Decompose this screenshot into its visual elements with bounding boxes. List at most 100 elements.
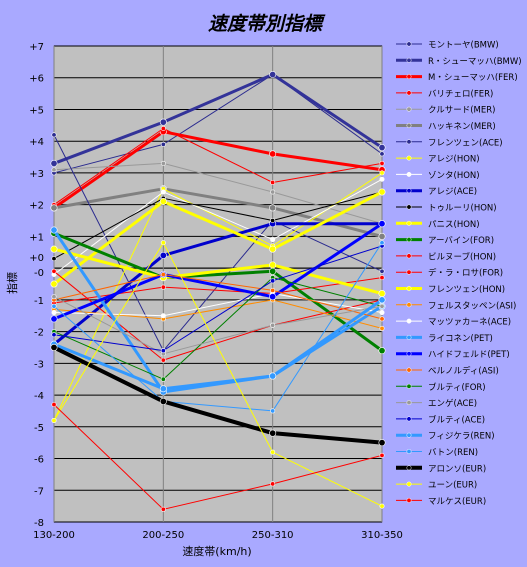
legend-marker [406, 334, 412, 340]
data-point [160, 376, 166, 382]
data-point [379, 303, 385, 309]
y-tick-label: +3 [29, 169, 44, 180]
legend-marker [406, 465, 412, 471]
series-line [53, 273, 383, 320]
data-point [269, 429, 277, 437]
x-tick-label: 250-310 [252, 530, 294, 541]
series-1 [50, 71, 386, 167]
legend-label: バトン(REN) [428, 448, 478, 458]
data-point [270, 408, 276, 414]
legend-marker [406, 237, 412, 243]
data-point [379, 275, 385, 281]
legend-entry: ゾンタ(HON) [396, 171, 480, 181]
data-point [270, 179, 276, 185]
data-point [51, 417, 57, 423]
legend-marker [406, 383, 412, 389]
legend-entry: フェルスタッペン(ASI) [396, 301, 516, 311]
legend-entry: ハッキネン(MER) [396, 122, 496, 132]
series-line [53, 277, 383, 380]
data-point [378, 296, 386, 304]
data-point [159, 118, 167, 126]
legend-entry: パニス(HON) [396, 220, 480, 230]
data-point [159, 251, 167, 259]
legend-marker [406, 220, 412, 226]
data-point [159, 197, 167, 205]
data-point [160, 271, 166, 277]
legend-marker [406, 481, 412, 487]
data-point [50, 204, 58, 212]
legend-label: フィジケラ(REN) [428, 432, 495, 442]
y-tick-label: +0 [29, 253, 44, 264]
data-point [50, 159, 58, 167]
y-tick-label: +4 [29, 137, 44, 148]
series-line [53, 222, 382, 346]
data-point [379, 503, 385, 509]
legend-label: ビルヌーブ(HON) [428, 251, 496, 262]
y-tick-label: +2 [29, 201, 44, 212]
data-point [160, 506, 166, 512]
series-line [53, 178, 383, 275]
legend-entry: ビルヌーブ(HON) [396, 251, 496, 262]
data-point [51, 268, 57, 274]
data-point [160, 357, 166, 363]
series-line [53, 298, 383, 391]
data-point [269, 71, 277, 79]
series-line [53, 296, 383, 355]
legend-marker [406, 253, 412, 259]
legend-label: ライコネン(PET) [428, 334, 493, 344]
legend-entry: アーバイン(FOR) [396, 236, 494, 246]
legend-marker [406, 269, 412, 275]
data-point [378, 144, 386, 152]
legend-label: パニス(HON) [428, 220, 480, 230]
data-point [270, 237, 276, 243]
legend-entry: フレンツェン(ACE) [396, 138, 503, 148]
data-point [159, 397, 167, 405]
data-point [160, 284, 166, 290]
legend-marker [406, 188, 412, 194]
series-11 [50, 188, 386, 288]
series-line [53, 404, 383, 510]
series-line [53, 247, 383, 295]
data-point [51, 167, 57, 173]
data-point [51, 402, 57, 408]
data-point [379, 268, 385, 274]
y-tick-label: -6 [34, 455, 44, 466]
data-point [160, 313, 166, 319]
y-tick-label: -0 [34, 268, 44, 279]
y-tick-label: +7 [29, 42, 44, 53]
data-point [379, 316, 385, 322]
data-point [378, 439, 386, 447]
legend-marker [406, 204, 412, 210]
legend-entry: アレジ(ACE) [396, 187, 477, 197]
data-point [50, 226, 58, 234]
data-point [50, 245, 58, 253]
series-line [53, 242, 383, 507]
y-tick-label: -7 [34, 486, 44, 497]
data-point [51, 303, 57, 309]
data-point [51, 294, 57, 300]
data-point [269, 204, 277, 212]
legend-label: ハッキネン(MER) [428, 122, 496, 132]
legend-marker [406, 286, 412, 291]
legend-entry: クルサード(MER) [396, 106, 496, 116]
legend-marker [406, 90, 412, 96]
series-26 [50, 343, 386, 447]
series-line [53, 190, 383, 286]
data-point [378, 290, 386, 298]
data-point [378, 232, 386, 240]
data-point [269, 267, 277, 275]
plot-background [53, 45, 383, 523]
legend-marker [406, 432, 412, 438]
data-point [160, 126, 166, 132]
legend-label: R・シューマッハ(BMW) [428, 57, 522, 67]
data-point [51, 256, 57, 262]
data-point [50, 343, 58, 351]
legend-entry: バトン(REN) [396, 448, 478, 458]
data-point [379, 151, 385, 157]
legend-marker [406, 139, 412, 145]
legend-label: バリチェロ(FER) [428, 89, 493, 99]
legend-entry: デ・ラ・ロサ(FOR) [396, 268, 503, 279]
y-tick-label: -1 [34, 296, 44, 307]
data-point [51, 310, 57, 316]
data-point [269, 372, 277, 380]
